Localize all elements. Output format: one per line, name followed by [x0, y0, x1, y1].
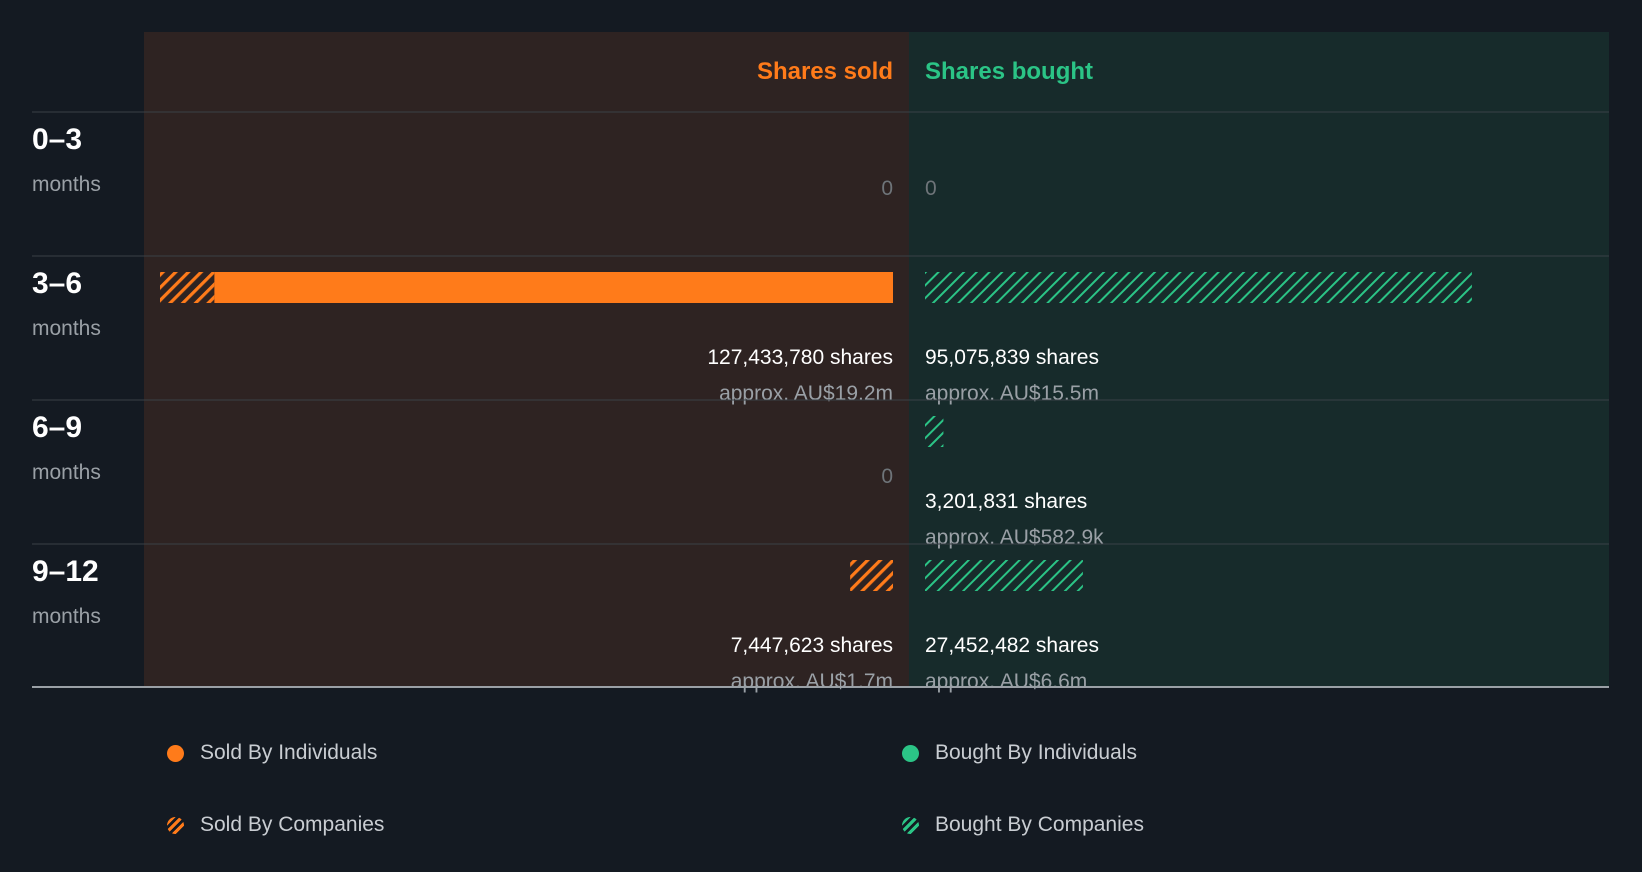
- sold-zero-label: 0: [881, 177, 893, 200]
- sold-panel: [144, 32, 909, 687]
- sold-header: Shares sold: [757, 58, 893, 85]
- legend-swatch: [902, 744, 919, 762]
- legend-sold-individuals: Sold By Individuals: [167, 741, 377, 765]
- period-unit: months: [32, 605, 101, 628]
- bought-zero-label: 0: [925, 177, 937, 200]
- bought-value-label: approx. AU$582.9k: [925, 526, 1104, 549]
- legend-label: Bought By Individuals: [935, 741, 1137, 764]
- bought-header: Shares bought: [925, 58, 1093, 85]
- legend-swatch: [167, 744, 184, 762]
- bar-bought-companies: [925, 416, 944, 447]
- legend-bought-individuals: Bought By Individuals: [902, 741, 1137, 765]
- legend-label: Bought By Companies: [935, 813, 1144, 836]
- period-unit: months: [32, 173, 101, 196]
- period-unit: months: [32, 461, 101, 484]
- legend-bought-companies: Bought By Companies: [902, 813, 1144, 837]
- sold-shares-label: 127,433,780 shares: [707, 346, 893, 369]
- bought-value-label: approx. AU$15.5m: [925, 382, 1099, 405]
- bought-shares-label: 3,201,831 shares: [925, 490, 1087, 513]
- sold-shares-label: 7,447,623 shares: [731, 634, 893, 657]
- bought-shares-label: 27,452,482 shares: [925, 634, 1099, 657]
- bought-value-label: approx. AU$6.6m: [925, 670, 1087, 693]
- period-range: 0–3: [32, 123, 82, 156]
- sold-value-label: approx. AU$1.7m: [731, 670, 893, 693]
- bar-sold-companies: [160, 272, 215, 303]
- legend-label: Sold By Individuals: [200, 741, 378, 764]
- sold-zero-label: 0: [881, 465, 893, 488]
- bought-shares-label: 95,075,839 shares: [925, 346, 1099, 369]
- sold-value-label: approx. AU$19.2m: [719, 382, 893, 405]
- legend-sold-companies: Sold By Companies: [167, 813, 384, 837]
- period-unit: months: [32, 317, 101, 340]
- period-range: 6–9: [32, 411, 82, 444]
- bar-bought-companies: [925, 560, 1083, 591]
- bar-sold-companies: [850, 560, 893, 591]
- period-range: 3–6: [32, 267, 82, 300]
- bar-sold-individuals: [214, 272, 893, 303]
- bar-bought-companies: [925, 272, 1472, 303]
- legend-swatch: [167, 816, 184, 834]
- legend-label: Sold By Companies: [200, 813, 385, 836]
- period-range: 9–12: [32, 555, 99, 588]
- legend-swatch: [902, 816, 919, 834]
